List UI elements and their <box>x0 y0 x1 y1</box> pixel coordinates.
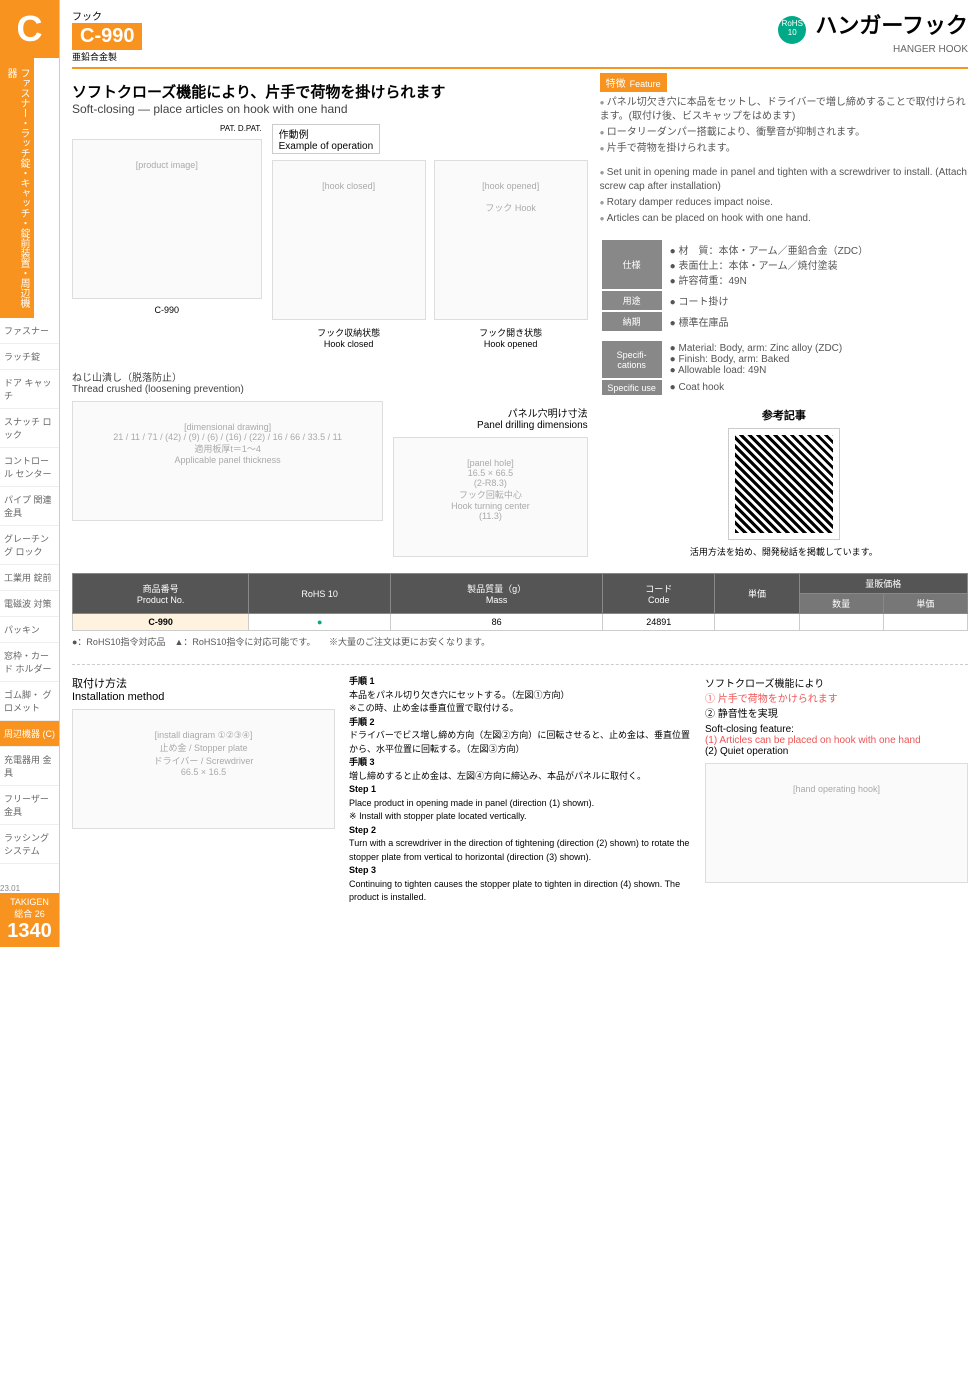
rohs-note: ●：RoHS10指令対応品 ▲：RoHS10指令に対応可能です。 <box>72 637 311 647</box>
bulk-note: ※大量のご注文は更にお安くなります。 <box>329 637 490 647</box>
hook-opened-diagram: [hook opened]フック Hook <box>434 160 588 320</box>
feature-list-en: Set unit in opening made in panel and ti… <box>600 162 968 232</box>
patent-label: PAT. D.PAT. <box>72 124 262 133</box>
qr-note: 活用方法を始め、開発秘話を掲載しています。 <box>600 545 968 558</box>
sidebar-item[interactable]: 窓枠・カード ホルダー <box>0 643 59 682</box>
install-diagram: [install diagram ①②③④] 止め金 / Stopper pla… <box>72 709 335 829</box>
feature-callout: ソフトクローズ機能により ① 片手で荷物をかけられます ② 静音性を実現 Sof… <box>705 675 968 905</box>
product-code: C-990 <box>72 23 142 50</box>
drilling-en: Panel drilling dimensions <box>477 420 588 431</box>
opened-jp: フック開き状態 <box>479 328 542 338</box>
sidebar-item[interactable]: ラッチ錠 <box>0 344 59 370</box>
qr-code-icon[interactable] <box>729 429 839 539</box>
sidebar-item[interactable]: フリーザー 金具 <box>0 786 59 825</box>
material-label: 亜鉛合金製 <box>72 50 142 63</box>
feature-header: 特徴Feature <box>600 73 667 92</box>
content: フック C-990 亜鉛合金製 RoHS 10 ハンガーフック HANGER H… <box>60 0 980 947</box>
sidebar: C ファスナー・ラッチ錠・キャッチ・錠前装置・周辺機器 ファスナーラッチ錠ドア … <box>0 0 60 947</box>
sidebar-item[interactable]: コントロール センター <box>0 448 59 487</box>
sidebar-item[interactable]: ラッシング システム <box>0 825 59 864</box>
install-heading-jp: 取付け方法 <box>72 678 127 690</box>
row-qty <box>799 614 883 631</box>
dimension-drawing: [dimensional drawing] 21 / 11 / 71 / (42… <box>72 401 383 521</box>
sidebar-item[interactable]: 電磁波 対策 <box>0 591 59 617</box>
drilling-jp: パネル穴明け寸法 <box>508 409 588 420</box>
version: 23.01 <box>0 884 59 893</box>
hand-operation-image: [hand operating hook] <box>705 763 968 883</box>
sidebar-item[interactable]: 周辺機器 (C) <box>0 721 59 747</box>
sidebar-item[interactable]: 充電器用 金具 <box>0 747 59 786</box>
qr-heading: 参考記事 <box>600 407 968 423</box>
closed-en: Hook closed <box>324 339 374 349</box>
page-number: 1340 <box>0 920 59 943</box>
product-title-en: HANGER HOOK <box>778 44 968 55</box>
thread-en: Thread crushed (loosening prevention) <box>72 384 244 395</box>
sidebar-item[interactable]: グレーチング ロック <box>0 526 59 565</box>
row-price <box>883 614 967 631</box>
install-heading-en: Installation method <box>72 691 164 703</box>
product-photo: [product image] <box>72 139 262 299</box>
sidebar-item[interactable]: ゴム脚・ グロメット <box>0 682 59 721</box>
sidebar-item[interactable]: ドア キャッチ <box>0 370 59 409</box>
product-code-block: フック C-990 亜鉛合金製 <box>72 8 142 63</box>
thread-jp: ねじ山潰し（脱落防止） <box>72 373 182 384</box>
sidebar-item[interactable]: ファスナー <box>0 318 59 344</box>
opened-en: Hook opened <box>484 339 538 349</box>
spec-table-jp: 仕様● 材 質：本体・アーム／亜鉛合金（ZDC） ● 表面仕上：本体・アーム／焼… <box>600 238 968 333</box>
brand: TAKIGEN <box>0 897 59 907</box>
op-heading-jp: 作動例 <box>279 130 309 141</box>
hook-closed-diagram: [hook closed] <box>272 160 426 320</box>
sidebar-item[interactable]: スナッチ ロック <box>0 409 59 448</box>
category-vertical: ファスナー・ラッチ錠・キャッチ・錠前装置・周辺機器 <box>0 58 34 318</box>
row-code: 24891 <box>603 614 715 631</box>
headline-jp: ソフトクローズ機能により、片手で荷物を掛けられます <box>72 81 588 102</box>
product-title-jp: ハンガーフック <box>815 13 968 38</box>
row-product-no: C-990 <box>73 614 249 631</box>
install-steps: 手順 1本品をパネル切り欠き穴にセットする。（左図①方向） ※この時、止め金は垂… <box>349 675 691 905</box>
row-rohs: ● <box>249 614 391 631</box>
title-block: RoHS 10 ハンガーフック HANGER HOOK <box>778 8 968 55</box>
category-letter: C <box>0 0 59 58</box>
sidebar-item[interactable]: パイプ 関連金具 <box>0 487 59 526</box>
rohs-badge-icon: RoHS 10 <box>778 16 806 44</box>
feature-list-jp: パネル切欠き穴に本品をセットし、ドライバーで増し締めすることで取付けられます。(… <box>600 92 968 162</box>
order-table: 商品番号Product No. RoHS 10 製品質量（g）Mass コードC… <box>72 573 968 631</box>
sidebar-item[interactable]: パッキン <box>0 617 59 643</box>
closed-jp: フック収納状態 <box>317 328 380 338</box>
spec-table-en: Specifi- cations● Material: Body, arm: Z… <box>600 339 968 397</box>
category-label: フック <box>72 8 142 23</box>
page-number-block: TAKIGEN 総合 26 1340 <box>0 893 59 947</box>
op-heading-en: Example of operation <box>279 141 374 152</box>
row-unit-price <box>715 614 799 631</box>
row-mass: 86 <box>391 614 603 631</box>
model-caption: C-990 <box>72 305 262 315</box>
headline-en: Soft-closing — place articles on hook wi… <box>72 102 588 116</box>
catalog-label: 総合 26 <box>0 907 59 920</box>
sidebar-item[interactable]: 工業用 錠前 <box>0 565 59 591</box>
drilling-diagram: [panel hole] 16.5 × 66.5 (2-R8.3) フック回転中… <box>393 437 587 557</box>
